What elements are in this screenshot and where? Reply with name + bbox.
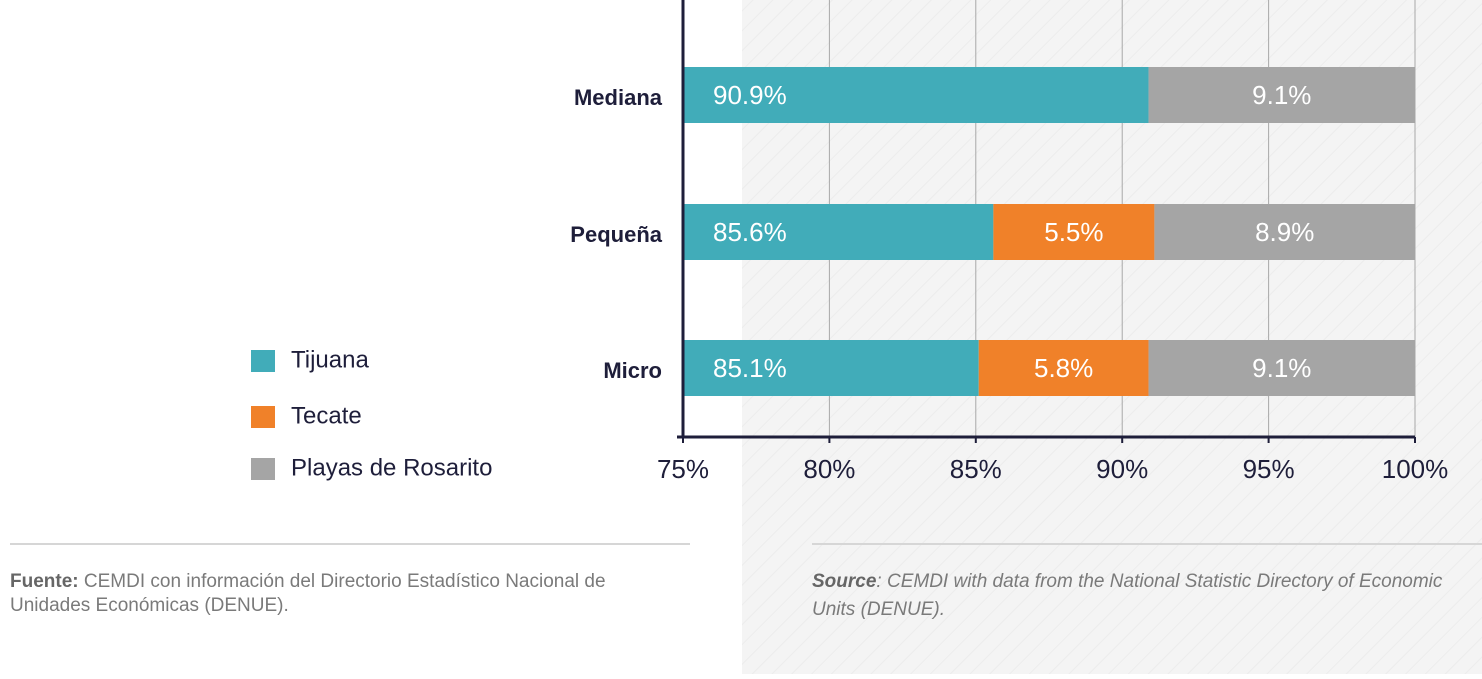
y-tick-label: Micro <box>603 358 662 383</box>
y-tick-label: Pequeña <box>570 222 662 247</box>
data-label: 5.5% <box>1044 217 1103 247</box>
legend-swatch <box>251 350 275 372</box>
data-label: 9.1% <box>1252 80 1311 110</box>
footer-label: Source <box>812 571 877 592</box>
data-label: 9.1% <box>1252 353 1311 383</box>
footer-text: Unidades Económicas (DENUE). <box>10 595 289 616</box>
data-label: 85.1% <box>713 353 787 383</box>
data-label: 90.9% <box>713 80 787 110</box>
legend-label: Playas de Rosarito <box>291 454 492 481</box>
x-tick-label: 80% <box>803 454 855 484</box>
footer-source-en: Source: CEMDI with data from the Nationa… <box>812 571 1443 592</box>
x-tick-label: 75% <box>657 454 709 484</box>
legend-swatch <box>251 458 275 480</box>
legend-label: Tecate <box>291 402 362 429</box>
bar-segment <box>683 67 1149 123</box>
background-left <box>0 0 742 674</box>
footer-label: Fuente: <box>10 571 79 592</box>
footer-text: CEMDI con información del Directorio Est… <box>79 571 606 592</box>
bar-segment <box>683 204 994 260</box>
x-tick-label: 85% <box>950 454 1002 484</box>
bar-segment <box>1154 204 1415 260</box>
data-label: 85.6% <box>713 217 787 247</box>
y-tick-label: Mediana <box>574 85 663 110</box>
plot: 75% 80% 85% 90% 95% 100% Mediana 90.9% 9.1% Peque… <box>251 0 1448 484</box>
x-tick-label: 95% <box>1243 454 1295 484</box>
bar-segment <box>1148 67 1415 123</box>
bar-segment <box>683 340 979 396</box>
x-tick-label: 100% <box>1382 454 1449 484</box>
footer-text: Units (DENUE). <box>812 599 945 620</box>
footer-source-es: Fuente: CEMDI con información del Direct… <box>10 571 606 592</box>
bar-segment <box>993 204 1155 260</box>
bar-segment <box>1148 340 1415 396</box>
footer-text: : CEMDI with data from the National Stat… <box>876 571 1442 592</box>
data-label: 5.8% <box>1034 353 1093 383</box>
data-label: 8.9% <box>1255 217 1314 247</box>
x-tick-label: 90% <box>1096 454 1148 484</box>
bar-segment <box>978 340 1149 396</box>
legend-label: Tijuana <box>291 346 369 373</box>
legend-swatch <box>251 406 275 428</box>
